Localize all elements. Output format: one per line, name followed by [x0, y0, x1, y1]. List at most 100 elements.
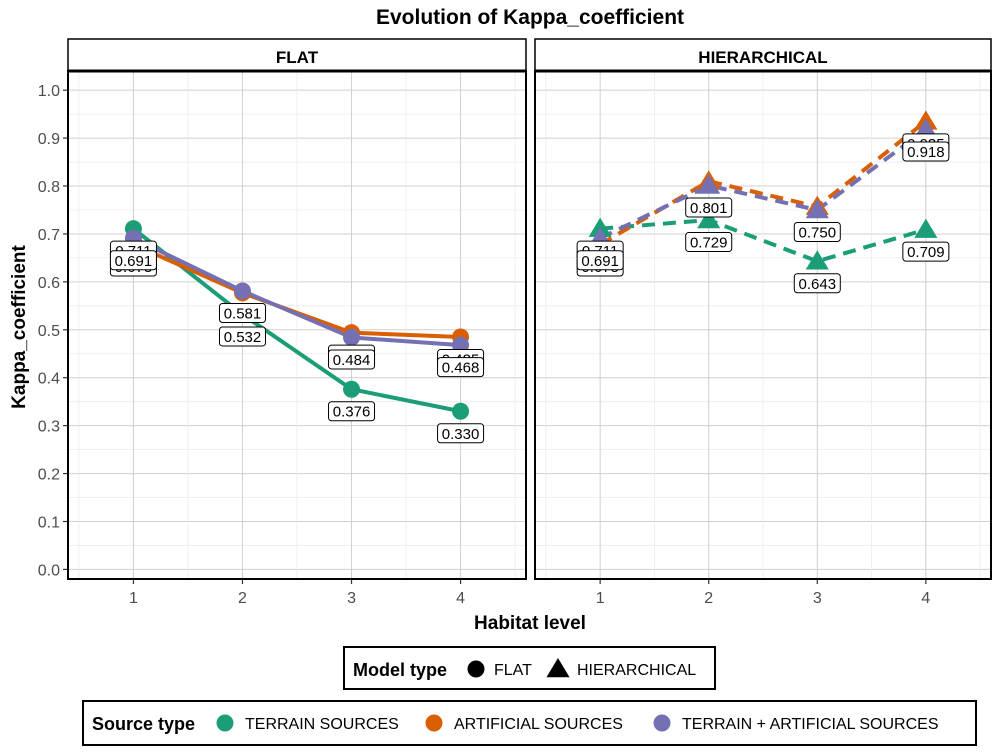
- data-label: 0.376: [328, 401, 376, 422]
- data-label-text: 0.918: [907, 144, 945, 161]
- data-label-text: 0.532: [224, 329, 262, 346]
- source-legend-label: ARTIFICIAL SOURCES: [454, 716, 623, 733]
- data-label: 0.729: [685, 232, 733, 253]
- data-label: 0.750: [793, 221, 841, 242]
- panel-flat: 12340.7110.5320.3760.3300.6780.4940.4850…: [67, 38, 527, 607]
- data-label-box: [902, 141, 950, 162]
- data-label-box: [437, 423, 485, 444]
- data-label-text: 0.801: [690, 200, 728, 217]
- panels-layer: 0.0 0.1 0.2 0.3 0.4 0.5 0.6 0.7 0.8 0.9 1.0 1 2 3 4 0.7…: [38, 38, 992, 607]
- source-legend-label: TERRAIN SOURCES: [245, 716, 399, 733]
- x-tick-label: 4: [921, 590, 930, 607]
- data-point-terrain-sources: [805, 250, 829, 270]
- chart-title: Evolution of Kappa_coefficient: [376, 6, 684, 29]
- data-point-terrain-plus-artificial-sources: [233, 282, 251, 300]
- data-label: 0.691: [576, 250, 624, 271]
- model-legend-title: Model type: [353, 660, 447, 680]
- data-label-text: 0.581: [224, 305, 262, 322]
- data-point-terrain-sources: [914, 218, 938, 238]
- model-legend-label: FLAT: [494, 662, 532, 679]
- data-label: 0.468: [437, 357, 485, 378]
- data-label-box: [902, 241, 950, 262]
- data-label-text: 0.643: [799, 276, 837, 293]
- data-label-box: [576, 250, 624, 271]
- data-point-terrain-plus-artificial-sources: [805, 198, 829, 219]
- facet-strip-label: HIERARCHICAL: [698, 48, 827, 67]
- data-label-text: 0.729: [690, 235, 728, 252]
- data-label: 0.691: [109, 250, 157, 271]
- y-tick-label: 0.6: [38, 275, 60, 292]
- data-label-text: 0.484: [333, 352, 371, 369]
- data-label-text: 0.330: [442, 426, 480, 443]
- legend-key-artificial-sources-icon: [425, 714, 443, 732]
- data-label: 0.581: [218, 302, 266, 323]
- data-point-terrain-plus-artificial-sources: [343, 328, 361, 346]
- y-tick-label: 0.8: [38, 179, 60, 196]
- data-label-text: 0.750: [799, 224, 837, 241]
- y-tick-label: 0.7: [38, 227, 60, 244]
- data-label-box: [328, 349, 376, 370]
- series-line-terrain-plus-artificial-sources: [132, 236, 461, 348]
- data-label-box: [793, 273, 841, 294]
- model-legend-label: HIERARCHICAL: [577, 662, 696, 679]
- x-tick-label: 1: [129, 590, 138, 607]
- model-legend-box: [343, 646, 716, 690]
- panel-hierarchical: 12340.7110.7290.6430.7090.6780.9350.6910…: [534, 38, 992, 607]
- data-point-terrain-plus-artificial-sources: [697, 174, 721, 194]
- x-tick-label: 3: [813, 590, 822, 607]
- series-line-artificial-sources: [599, 119, 928, 247]
- facet-strip-label: FLAT: [276, 48, 319, 67]
- data-point-terrain-sources: [343, 380, 361, 398]
- source-legend-label: TERRAIN + ARTIFICIAL SOURCES: [682, 716, 939, 733]
- data-point-terrain-sources: [697, 209, 721, 229]
- x-tick-label: 3: [347, 590, 356, 607]
- data-label: 0.801: [685, 197, 733, 218]
- data-label-text: 0.709: [907, 244, 945, 261]
- data-label: 0.918: [902, 141, 950, 162]
- x-axis-title: Habitat level: [474, 613, 586, 634]
- data-label-box: [685, 232, 733, 253]
- data-label: 0.709: [902, 241, 950, 262]
- data-point-terrain-plus-artificial-sources: [914, 118, 938, 138]
- series-line-terrain-sources: [599, 218, 927, 264]
- data-label: 0.532: [218, 326, 266, 347]
- source-type-legend: Source type TERRAIN SOURCES ARTIFICIAL SOU…: [82, 700, 977, 746]
- data-label: 0.484: [328, 349, 376, 370]
- y-tick-label: 0.9: [38, 131, 60, 148]
- legend-key-circle-icon: [467, 660, 485, 678]
- model-type-legend: Model type FLAT HIERARCHICAL: [343, 646, 716, 690]
- y-tick-label: 0.4: [38, 371, 60, 388]
- y-tick-label: 0.5: [38, 323, 60, 340]
- y-tick-label: 0.3: [38, 419, 60, 436]
- data-label-box: [437, 357, 485, 378]
- data-label-box: [793, 221, 841, 242]
- x-tick-label: 4: [456, 590, 465, 607]
- data-label-box: [685, 197, 733, 218]
- facet-strip: [534, 38, 992, 72]
- data-label-text: 0.376: [333, 404, 371, 421]
- y-axis-title: Kappa_coefficient: [9, 245, 30, 409]
- legend-key-terrain-sources-icon: [216, 714, 234, 732]
- y-tick-label: 0.1: [38, 514, 60, 531]
- x-tick-label: 2: [238, 590, 247, 607]
- data-label-box: [328, 401, 376, 422]
- source-legend-title: Source type: [92, 714, 195, 734]
- y-tick-label: 0.0: [38, 562, 60, 579]
- data-label-box: [109, 250, 157, 271]
- y-tick-label: 1.0: [38, 83, 60, 100]
- x-tick-label: 1: [596, 590, 605, 607]
- data-label-text: 0.691: [115, 253, 153, 270]
- data-label: 0.643: [793, 273, 841, 294]
- legend-key-terrain-plus-artificial-sources-icon: [653, 714, 671, 732]
- data-label: 0.330: [437, 423, 485, 444]
- data-point-terrain-sources: [452, 402, 470, 420]
- data-label-box: [218, 326, 266, 347]
- legend-key-triangle-icon: [546, 658, 570, 678]
- x-tick-label: 2: [704, 590, 713, 607]
- data-label-box: [218, 302, 266, 323]
- y-tick-label: 0.2: [38, 467, 60, 484]
- series-line-terrain-sources: [132, 227, 461, 414]
- data-label-text: 0.691: [581, 253, 619, 270]
